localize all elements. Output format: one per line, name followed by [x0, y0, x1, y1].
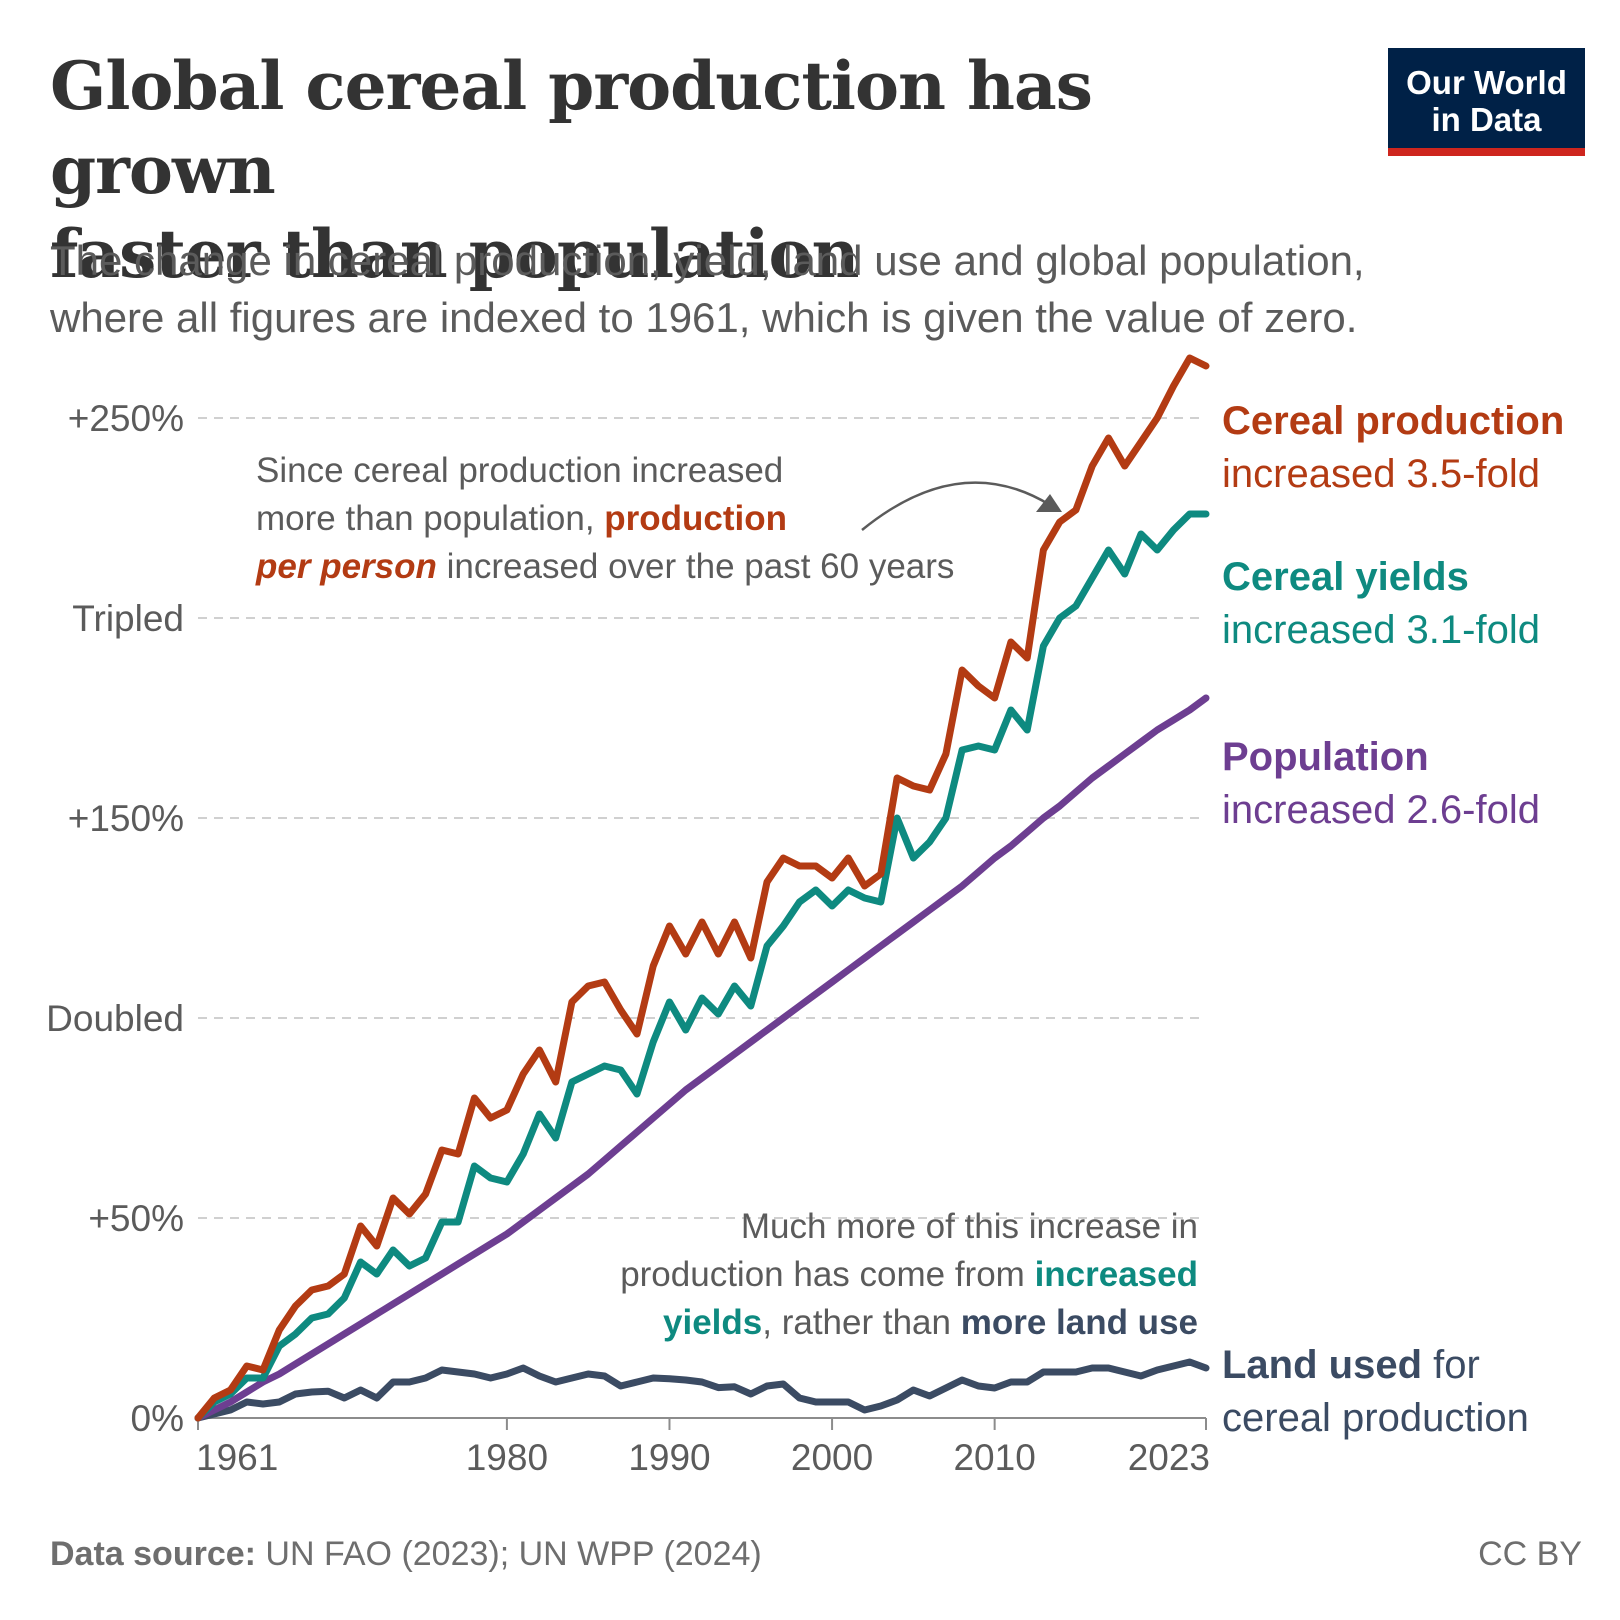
- label-yields: Cereal yields increased 3.1-fold: [1222, 555, 1540, 652]
- grid-lines: [198, 417, 1206, 1219]
- annotation-bottom-line-2: production has come from increased: [620, 1255, 1198, 1294]
- label-production-name: Cereal production: [1222, 399, 1564, 443]
- label-yields-name: Cereal yields: [1222, 555, 1469, 599]
- y-tick-label: +50%: [88, 1198, 184, 1239]
- title-line-1: Global cereal production has grown: [50, 47, 1093, 209]
- chart-title: Global cereal production has grown faste…: [50, 44, 1310, 296]
- x-tick-label: 1980: [466, 1437, 548, 1478]
- license: CC BY: [1478, 1535, 1582, 1573]
- annotation-top-line-2: more than population, production: [256, 499, 787, 538]
- chart-subtitle: The change in cereal production, yield, …: [50, 232, 1550, 346]
- label-population-detail: increased 2.6-fold: [1222, 788, 1540, 832]
- x-tick-label: 2010: [953, 1437, 1035, 1478]
- annotation-arrowhead: [1036, 494, 1062, 512]
- label-population: Population increased 2.6-fold: [1222, 735, 1540, 832]
- data-source: Data source: UN FAO (2023); UN WPP (2024…: [50, 1535, 762, 1574]
- x-tick-label: 1961: [196, 1437, 278, 1478]
- y-tick-label: Doubled: [46, 998, 184, 1039]
- label-land: Land used for cereal production: [1222, 1343, 1529, 1440]
- annotation-bottom: Much more of this increase in production…: [620, 1207, 1198, 1342]
- y-tick-label: +150%: [68, 798, 184, 839]
- y-axis: 0% +50% Doubled +150% Tripled +250%: [46, 398, 184, 1439]
- x-axis: 1961 1980 1990 2000 2010 2023: [196, 1417, 1210, 1478]
- subtitle-line-2: where all figures are indexed to 1961, w…: [50, 294, 1358, 341]
- x-tick-label: 1990: [628, 1437, 710, 1478]
- series-lines: [194, 354, 1210, 1422]
- annotation-top: Since cereal production increased more t…: [255, 451, 1062, 586]
- series-line-yields: [194, 510, 1210, 1422]
- y-tick-label: Tripled: [72, 598, 184, 639]
- label-land-line-1: Land used for: [1222, 1343, 1480, 1387]
- series-line-production: [194, 354, 1210, 1422]
- label-production-detail: increased 3.5-fold: [1222, 452, 1540, 496]
- logo-line-1: Our World: [1406, 64, 1567, 101]
- label-production: Cereal production increased 3.5-fold: [1222, 399, 1564, 496]
- title-line-2: faster than population: [50, 215, 859, 293]
- y-tick-label: 0%: [131, 1398, 184, 1439]
- subtitle-line-1: The change in cereal production, yield, …: [50, 237, 1365, 284]
- annotation-bottom-line-1: Much more of this increase in: [741, 1207, 1198, 1246]
- x-tick-label: 2023: [1128, 1437, 1210, 1478]
- series-line-population: [194, 694, 1210, 1422]
- owid-logo[interactable]: Our World in Data: [1388, 48, 1585, 156]
- annotation-arrow: [861, 481, 1051, 531]
- label-population-name: Population: [1222, 735, 1429, 779]
- data-source-label: Data source:: [50, 1535, 256, 1573]
- annotation-top-line-1: Since cereal production increased: [256, 451, 783, 490]
- label-land-line-2: cereal production: [1222, 1396, 1529, 1440]
- label-yields-detail: increased 3.1-fold: [1222, 608, 1540, 652]
- annotation-top-line-3: per person increased over the past 60 ye…: [255, 547, 954, 586]
- data-source-text: UN FAO (2023); UN WPP (2024): [265, 1535, 762, 1573]
- series-line-land: [194, 1358, 1210, 1422]
- annotation-bottom-line-3: yields, rather than more land use: [663, 1303, 1198, 1342]
- y-tick-label: +250%: [68, 398, 184, 439]
- x-tick-label: 2000: [791, 1437, 873, 1478]
- logo-line-2: in Data: [1431, 101, 1542, 138]
